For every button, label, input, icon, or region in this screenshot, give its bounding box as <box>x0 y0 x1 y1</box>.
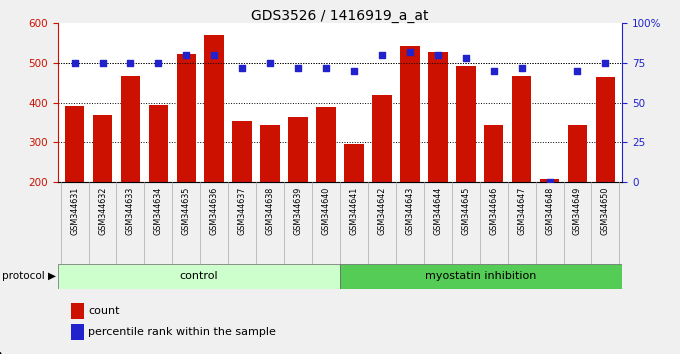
Text: GSM344631: GSM344631 <box>70 186 79 235</box>
Point <box>153 60 164 66</box>
Point <box>488 68 499 74</box>
Text: GSM344650: GSM344650 <box>601 186 610 235</box>
Bar <box>177 55 196 182</box>
Text: GSM344648: GSM344648 <box>545 186 554 235</box>
Bar <box>58 264 340 289</box>
Text: GSM344636: GSM344636 <box>209 186 219 235</box>
Text: GSM344642: GSM344642 <box>377 186 386 235</box>
Bar <box>65 106 84 182</box>
Point <box>125 60 136 66</box>
Text: GSM344643: GSM344643 <box>405 186 414 235</box>
Text: GSM344639: GSM344639 <box>294 186 303 235</box>
Text: GSM344633: GSM344633 <box>126 186 135 235</box>
Bar <box>149 105 168 182</box>
Text: control: control <box>180 271 218 281</box>
Text: GSM344637: GSM344637 <box>238 186 247 235</box>
Point <box>320 65 331 70</box>
Text: GSM344645: GSM344645 <box>461 186 471 235</box>
Bar <box>120 76 140 182</box>
Point <box>405 49 415 55</box>
Text: GDS3526 / 1416919_a_at: GDS3526 / 1416919_a_at <box>251 9 429 23</box>
Point <box>69 60 80 66</box>
Point <box>460 55 471 61</box>
Point <box>181 52 192 58</box>
Bar <box>344 144 364 182</box>
Bar <box>484 125 503 182</box>
Bar <box>288 116 308 182</box>
Bar <box>340 264 622 289</box>
Bar <box>92 115 112 182</box>
Text: percentile rank within the sample: percentile rank within the sample <box>88 327 276 337</box>
Text: GSM344649: GSM344649 <box>573 186 582 235</box>
Point <box>349 68 360 74</box>
Point <box>572 68 583 74</box>
Point <box>265 60 275 66</box>
Bar <box>540 179 560 182</box>
Point <box>292 65 303 70</box>
Point <box>377 52 388 58</box>
Text: GSM344640: GSM344640 <box>322 186 330 235</box>
Bar <box>205 35 224 182</box>
Text: GSM344635: GSM344635 <box>182 186 191 235</box>
Bar <box>260 125 280 182</box>
Bar <box>568 125 588 182</box>
Text: GSM344634: GSM344634 <box>154 186 163 235</box>
Point <box>544 179 555 185</box>
Text: GSM344644: GSM344644 <box>433 186 442 235</box>
Bar <box>512 76 531 182</box>
Bar <box>233 121 252 182</box>
Bar <box>456 66 475 182</box>
Text: count: count <box>88 306 120 316</box>
Point <box>97 60 108 66</box>
Text: GSM344646: GSM344646 <box>489 186 498 235</box>
Bar <box>372 96 392 182</box>
Point <box>209 52 220 58</box>
Text: GSM344632: GSM344632 <box>98 186 107 235</box>
Point <box>600 60 611 66</box>
Text: GSM344647: GSM344647 <box>517 186 526 235</box>
Bar <box>316 108 336 182</box>
Bar <box>596 77 615 182</box>
Point <box>516 65 527 70</box>
Text: GSM344638: GSM344638 <box>266 186 275 235</box>
Text: protocol ▶: protocol ▶ <box>3 271 56 281</box>
Text: myostatin inhibition: myostatin inhibition <box>426 271 537 281</box>
Text: GSM344641: GSM344641 <box>350 186 358 235</box>
Bar <box>428 52 447 182</box>
Bar <box>400 46 420 182</box>
Point <box>237 65 248 70</box>
Point <box>432 52 443 58</box>
